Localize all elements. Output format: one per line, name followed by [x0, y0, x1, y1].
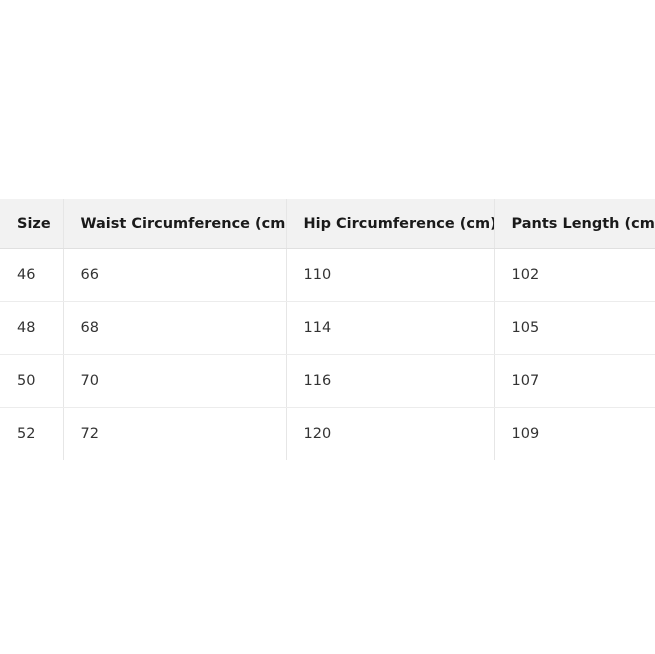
header-size: Size: [0, 199, 63, 249]
table-row: 46 66 110 102: [0, 248, 655, 302]
cell-hip: 116: [285, 354, 494, 408]
cell-pants-length: 109: [493, 407, 655, 460]
cell-pants-length: 105: [493, 301, 655, 355]
cell-waist: 70: [62, 354, 286, 408]
cell-size: 50: [0, 354, 63, 408]
cell-waist: 68: [62, 301, 286, 355]
header-waist: Waist Circumference (cm): [62, 199, 286, 249]
header-row: Size Waist Circumference (cm) Hip Circum…: [0, 199, 655, 249]
cell-hip: 120: [285, 407, 494, 460]
size-chart-table: Size Waist Circumference (cm) Hip Circum…: [0, 199, 655, 460]
cell-waist: 66: [62, 248, 286, 302]
cell-pants-length: 102: [493, 248, 655, 302]
table-row: 52 72 120 109: [0, 407, 655, 460]
cell-size: 48: [0, 301, 63, 355]
cell-hip: 114: [285, 301, 494, 355]
table-row: 50 70 116 107: [0, 354, 655, 408]
header-hip: Hip Circumference (cm): [285, 199, 494, 249]
cell-waist: 72: [62, 407, 286, 460]
cell-hip: 110: [285, 248, 494, 302]
header-pants-length: Pants Length (cm): [493, 199, 655, 249]
cell-pants-length: 107: [493, 354, 655, 408]
cell-size: 52: [17, 426, 36, 442]
table-row: 48 68 114 105: [0, 301, 655, 355]
cell-size: 46: [0, 248, 63, 302]
